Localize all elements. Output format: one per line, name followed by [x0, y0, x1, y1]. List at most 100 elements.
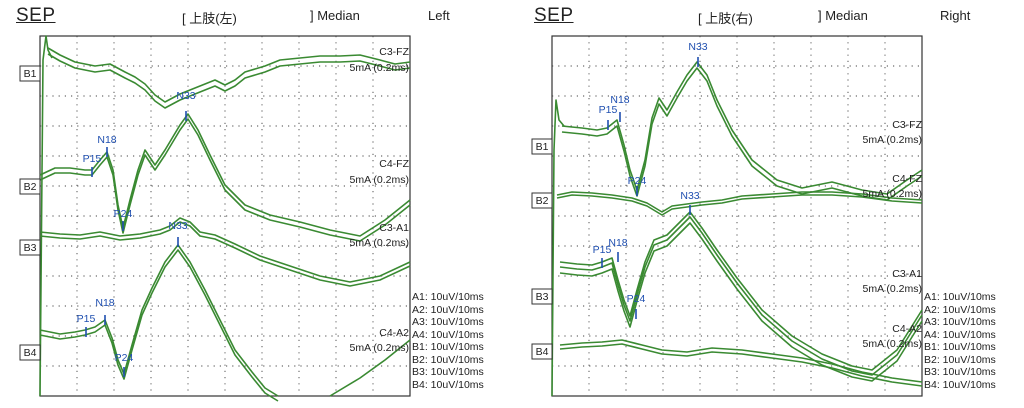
svg-text:A1: 10uV/10ms: A1: 10uV/10ms: [412, 291, 484, 303]
channel-box-b1: B1: [531, 138, 553, 155]
nerve-label: ] Median: [818, 8, 868, 23]
svg-text:B3: 10uV/10ms: B3: 10uV/10ms: [412, 366, 484, 378]
sep-panel-right: SEP [ 上肢(右) ] Median Right P15 N18 N33 P24 N…: [512, 0, 1024, 408]
svg-text:B1: 10uV/10ms: B1: 10uV/10ms: [924, 341, 996, 353]
peak-label: P24: [627, 293, 646, 305]
channel-stimulus-b2: 5mA (0.2ms): [862, 188, 922, 200]
channel-box-b2: B2: [531, 192, 553, 209]
svg-text:B4: 10uV/10ms: B4: 10uV/10ms: [924, 379, 996, 391]
scale-legend: A1: 10uV/10ms A2: 10uV/10ms A3: 10uV/10m…: [924, 291, 996, 391]
trace-b3: [559, 216, 923, 376]
trace-b2: [556, 194, 923, 216]
svg-text:B2: 10uV/10ms: B2: 10uV/10ms: [924, 354, 996, 366]
svg-text:B4: 10uV/10ms: B4: 10uV/10ms: [412, 379, 484, 391]
trace-b2: [39, 118, 411, 242]
svg-text:A4: 10uV/10ms: A4: 10uV/10ms: [412, 329, 484, 341]
channel-stimulus-b4: 5mA (0.2ms): [862, 338, 922, 350]
peak-label: P15: [593, 244, 612, 256]
svg-text:B1: B1: [536, 141, 549, 153]
channel-box-b1: B1: [19, 65, 41, 82]
side-label: Right: [940, 8, 971, 23]
peak-label: N33: [176, 90, 195, 102]
channel-stimulus-b3: 5mA (0.2ms): [862, 283, 922, 295]
nerve-label: ] Median: [310, 8, 360, 23]
channel-derivation-b1: C3-FZ: [892, 119, 922, 131]
svg-text:B2: B2: [536, 195, 549, 207]
trace-b1: [561, 61, 923, 195]
peak-label: P15: [77, 313, 96, 325]
peak-label: N33: [688, 41, 707, 53]
trace-b1: [561, 67, 923, 201]
side-label: Left: [428, 8, 450, 23]
svg-text:A4: 10uV/10ms: A4: 10uV/10ms: [924, 329, 996, 341]
channel-derivation-b2: C4-FZ: [892, 173, 922, 185]
trace-b4: [559, 343, 923, 387]
peak-label: N33: [168, 220, 187, 232]
trace-b1: [47, 53, 411, 109]
peak-label: P24: [115, 352, 134, 364]
peak-label: P15: [599, 104, 618, 116]
channel-derivation-b4: C4-A2: [892, 323, 922, 335]
channel-stimulus-b4: 5mA (0.2ms): [349, 342, 409, 354]
svg-text:B3: 10uV/10ms: B3: 10uV/10ms: [924, 366, 996, 378]
trace-b3: [559, 211, 923, 371]
waveform-plot-left: N33 P15 N18 P24 N33 P15 N18 P24 C3-FZ 5mA (0.2m…: [19, 35, 484, 402]
svg-text:A2: 10uV/10ms: A2: 10uV/10ms: [412, 304, 484, 316]
trace-b4: [559, 339, 923, 383]
stimulus-artifact: [551, 99, 565, 397]
channel-box-b2: B2: [19, 178, 41, 195]
peak-label: N18: [97, 134, 116, 146]
svg-text:A2: 10uV/10ms: A2: 10uV/10ms: [924, 304, 996, 316]
peak-markers: N33 P15 N18 P24 N33 P15 N18 P24: [77, 90, 196, 377]
trace-tail: [329, 339, 411, 397]
peak-label: N18: [610, 94, 629, 106]
svg-text:B3: B3: [536, 291, 549, 303]
limb-label: [ 上肢(左): [182, 11, 237, 26]
trace-b1: [47, 47, 411, 103]
svg-text:B4: B4: [24, 347, 37, 359]
channel-derivation-b3: C3-A1: [379, 222, 409, 234]
peak-label: N18: [608, 237, 627, 249]
plot-grid: [551, 35, 923, 397]
channel-stimulus-b2: 5mA (0.2ms): [349, 174, 409, 186]
svg-text:B1: B1: [24, 68, 37, 80]
channel-derivation-b1: C3-FZ: [379, 46, 409, 58]
svg-text:B2: B2: [24, 181, 37, 193]
channel-derivation-b3: C3-A1: [892, 268, 922, 280]
peak-label: N33: [680, 190, 699, 202]
waveform-traces: [551, 61, 923, 397]
svg-text:B1: 10uV/10ms: B1: 10uV/10ms: [412, 341, 484, 353]
trace-b4: [39, 244, 279, 397]
trace-b2: [39, 113, 411, 237]
sep-panel-left: SEP [ 上肢(左) ] Median Left N33 P15 N18 P24 N3…: [16, 5, 484, 402]
channel-derivation-b2: C4-FZ: [379, 158, 409, 170]
channel-stimulus-b3: 5mA (0.2ms): [349, 237, 409, 249]
trace-b3: [39, 221, 411, 287]
channel-derivation-b4: C4-A2: [379, 327, 409, 339]
svg-text:A3: 10uV/10ms: A3: 10uV/10ms: [412, 316, 484, 328]
peak-label: P24: [628, 175, 647, 187]
trace-b3: [39, 217, 411, 283]
peak-label: N18: [95, 297, 114, 309]
svg-text:B2: 10uV/10ms: B2: 10uV/10ms: [412, 354, 484, 366]
waveform-traces: [39, 35, 411, 402]
svg-text:B3: B3: [24, 242, 37, 254]
trace-b4: [39, 249, 279, 402]
channel-stimulus-b1: 5mA (0.2ms): [349, 62, 409, 74]
trace-b2: [556, 191, 923, 213]
channel-box-b3: B3: [19, 239, 41, 256]
stimulus-artifact: [39, 35, 53, 397]
panel-title: SEP: [534, 5, 574, 26]
svg-text:B4: B4: [536, 346, 549, 358]
svg-text:A3: 10uV/10ms: A3: 10uV/10ms: [924, 316, 996, 328]
scale-legend: A1: 10uV/10ms A2: 10uV/10ms A3: 10uV/10m…: [412, 291, 484, 391]
limb-label: [ 上肢(右): [698, 11, 753, 26]
svg-text:A1: 10uV/10ms: A1: 10uV/10ms: [924, 291, 996, 303]
peak-label: P15: [83, 153, 102, 165]
channel-stimulus-b1: 5mA (0.2ms): [862, 134, 922, 146]
channel-box-b4: B4: [531, 343, 553, 360]
panel-title: SEP: [16, 5, 56, 26]
channel-box-b3: B3: [531, 288, 553, 305]
